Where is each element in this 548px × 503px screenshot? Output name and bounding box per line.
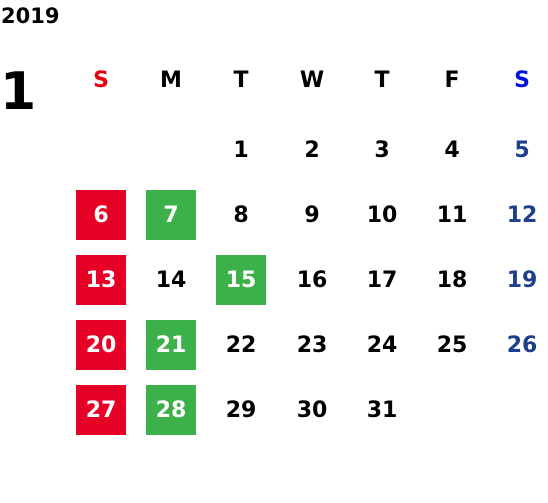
day: 14 <box>155 267 187 293</box>
day: 1 <box>233 137 249 163</box>
day: 23 <box>296 332 328 358</box>
highlighted-day: 27 <box>76 385 126 435</box>
day: 30 <box>296 397 328 423</box>
highlighted-day: 6 <box>76 190 126 240</box>
year: 2019 <box>1 4 60 28</box>
highlighted-day: 20 <box>76 320 126 370</box>
day: 18 <box>436 267 468 293</box>
day: 24 <box>366 332 398 358</box>
day: 16 <box>296 267 328 293</box>
day: 26 <box>506 332 538 358</box>
highlighted-day: 13 <box>76 255 126 305</box>
day: 3 <box>374 137 390 163</box>
weekday-label: T <box>233 67 249 93</box>
highlighted-day: 28 <box>146 385 196 435</box>
weekday-label: M <box>160 67 182 93</box>
day: 10 <box>366 202 398 228</box>
day: 19 <box>506 267 538 293</box>
weekday-label: S <box>514 67 530 93</box>
day: 17 <box>366 267 398 293</box>
weekday-label: S <box>93 67 109 93</box>
day: 4 <box>444 137 460 163</box>
day: 5 <box>514 137 530 163</box>
weekday-label: W <box>299 67 325 93</box>
weekday-label: F <box>444 67 460 93</box>
day: 29 <box>225 397 257 423</box>
day: 12 <box>506 202 538 228</box>
month: 1 <box>0 62 37 122</box>
day: 2 <box>304 137 320 163</box>
highlighted-day: 15 <box>216 255 266 305</box>
day: 22 <box>225 332 257 358</box>
day: 25 <box>436 332 468 358</box>
day: 11 <box>436 202 468 228</box>
day: 9 <box>304 202 320 228</box>
day: 31 <box>366 397 398 423</box>
day: 8 <box>233 202 249 228</box>
weekday-label: T <box>374 67 390 93</box>
highlighted-day: 7 <box>146 190 196 240</box>
highlighted-day: 21 <box>146 320 196 370</box>
